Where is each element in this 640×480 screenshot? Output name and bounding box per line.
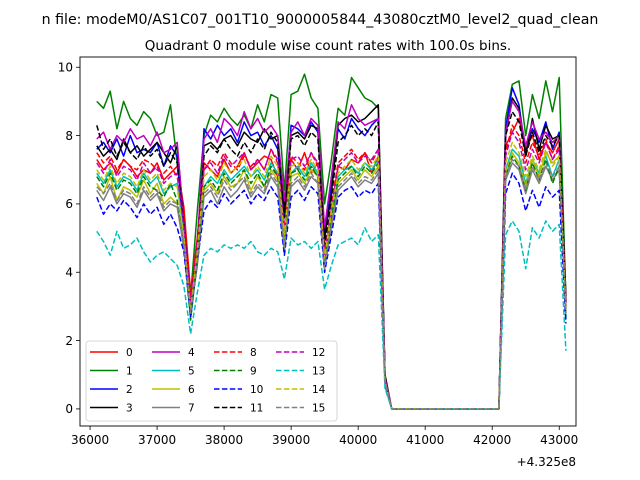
chart-title: Quadrant 0 module wise count rates with … (145, 38, 511, 54)
series-line-12 (96, 131, 567, 410)
x-tick-label: 36000 (71, 433, 109, 447)
legend-label-13: 13 (312, 365, 325, 377)
plot-frame (79, 56, 577, 427)
legend-label-14: 14 (312, 384, 326, 396)
legend-label-11: 11 (250, 402, 263, 414)
x-tick-label: 41000 (406, 433, 444, 447)
legend-label-6: 6 (188, 384, 195, 396)
figure-suptitle: n file: modeM0/AS1C07_001T10_9000005844_… (42, 12, 599, 28)
legend-label-7: 7 (188, 402, 195, 414)
series-line-15 (96, 158, 567, 410)
legend-label-10: 10 (250, 384, 263, 396)
legend-label-15: 15 (312, 402, 325, 414)
y-axis: 0 2 4 6 8 10 (58, 61, 80, 416)
legend-box (85, 340, 338, 422)
x-tick-label: 38000 (205, 433, 243, 447)
y-tick-label: 6 (65, 197, 73, 211)
y-tick-label: 4 (65, 266, 73, 280)
x-tick-label: 40000 (339, 433, 377, 447)
y-tick-label: 8 (65, 129, 73, 143)
x-axis-offset-label: +4.325e8 (517, 455, 576, 469)
y-tick-label: 2 (65, 334, 73, 348)
legend-label-9: 9 (250, 365, 257, 377)
series-line-9 (96, 155, 567, 410)
y-tick-label: 0 (65, 402, 73, 416)
y-tick-label: 10 (58, 61, 73, 75)
legend-label-8: 8 (250, 347, 257, 359)
x-tick-label: 42000 (473, 433, 511, 447)
legend-label-4: 4 (188, 347, 195, 359)
legend-label-5: 5 (188, 365, 195, 377)
legend-label-3: 3 (126, 402, 133, 414)
series-line-11 (96, 110, 567, 410)
series-layer (96, 73, 567, 410)
legend-label-0: 0 (126, 347, 133, 359)
x-axis: 36000 37000 38000 39000 40000 41000 42000 43000 (71, 426, 578, 447)
legend-label-12: 12 (312, 347, 325, 359)
legend-label-2: 2 (126, 384, 133, 396)
x-tick-label: 39000 (272, 433, 310, 447)
x-tick-label: 37000 (138, 433, 176, 447)
legend-label-1: 1 (126, 365, 133, 377)
x-tick-label: 43000 (540, 433, 578, 447)
